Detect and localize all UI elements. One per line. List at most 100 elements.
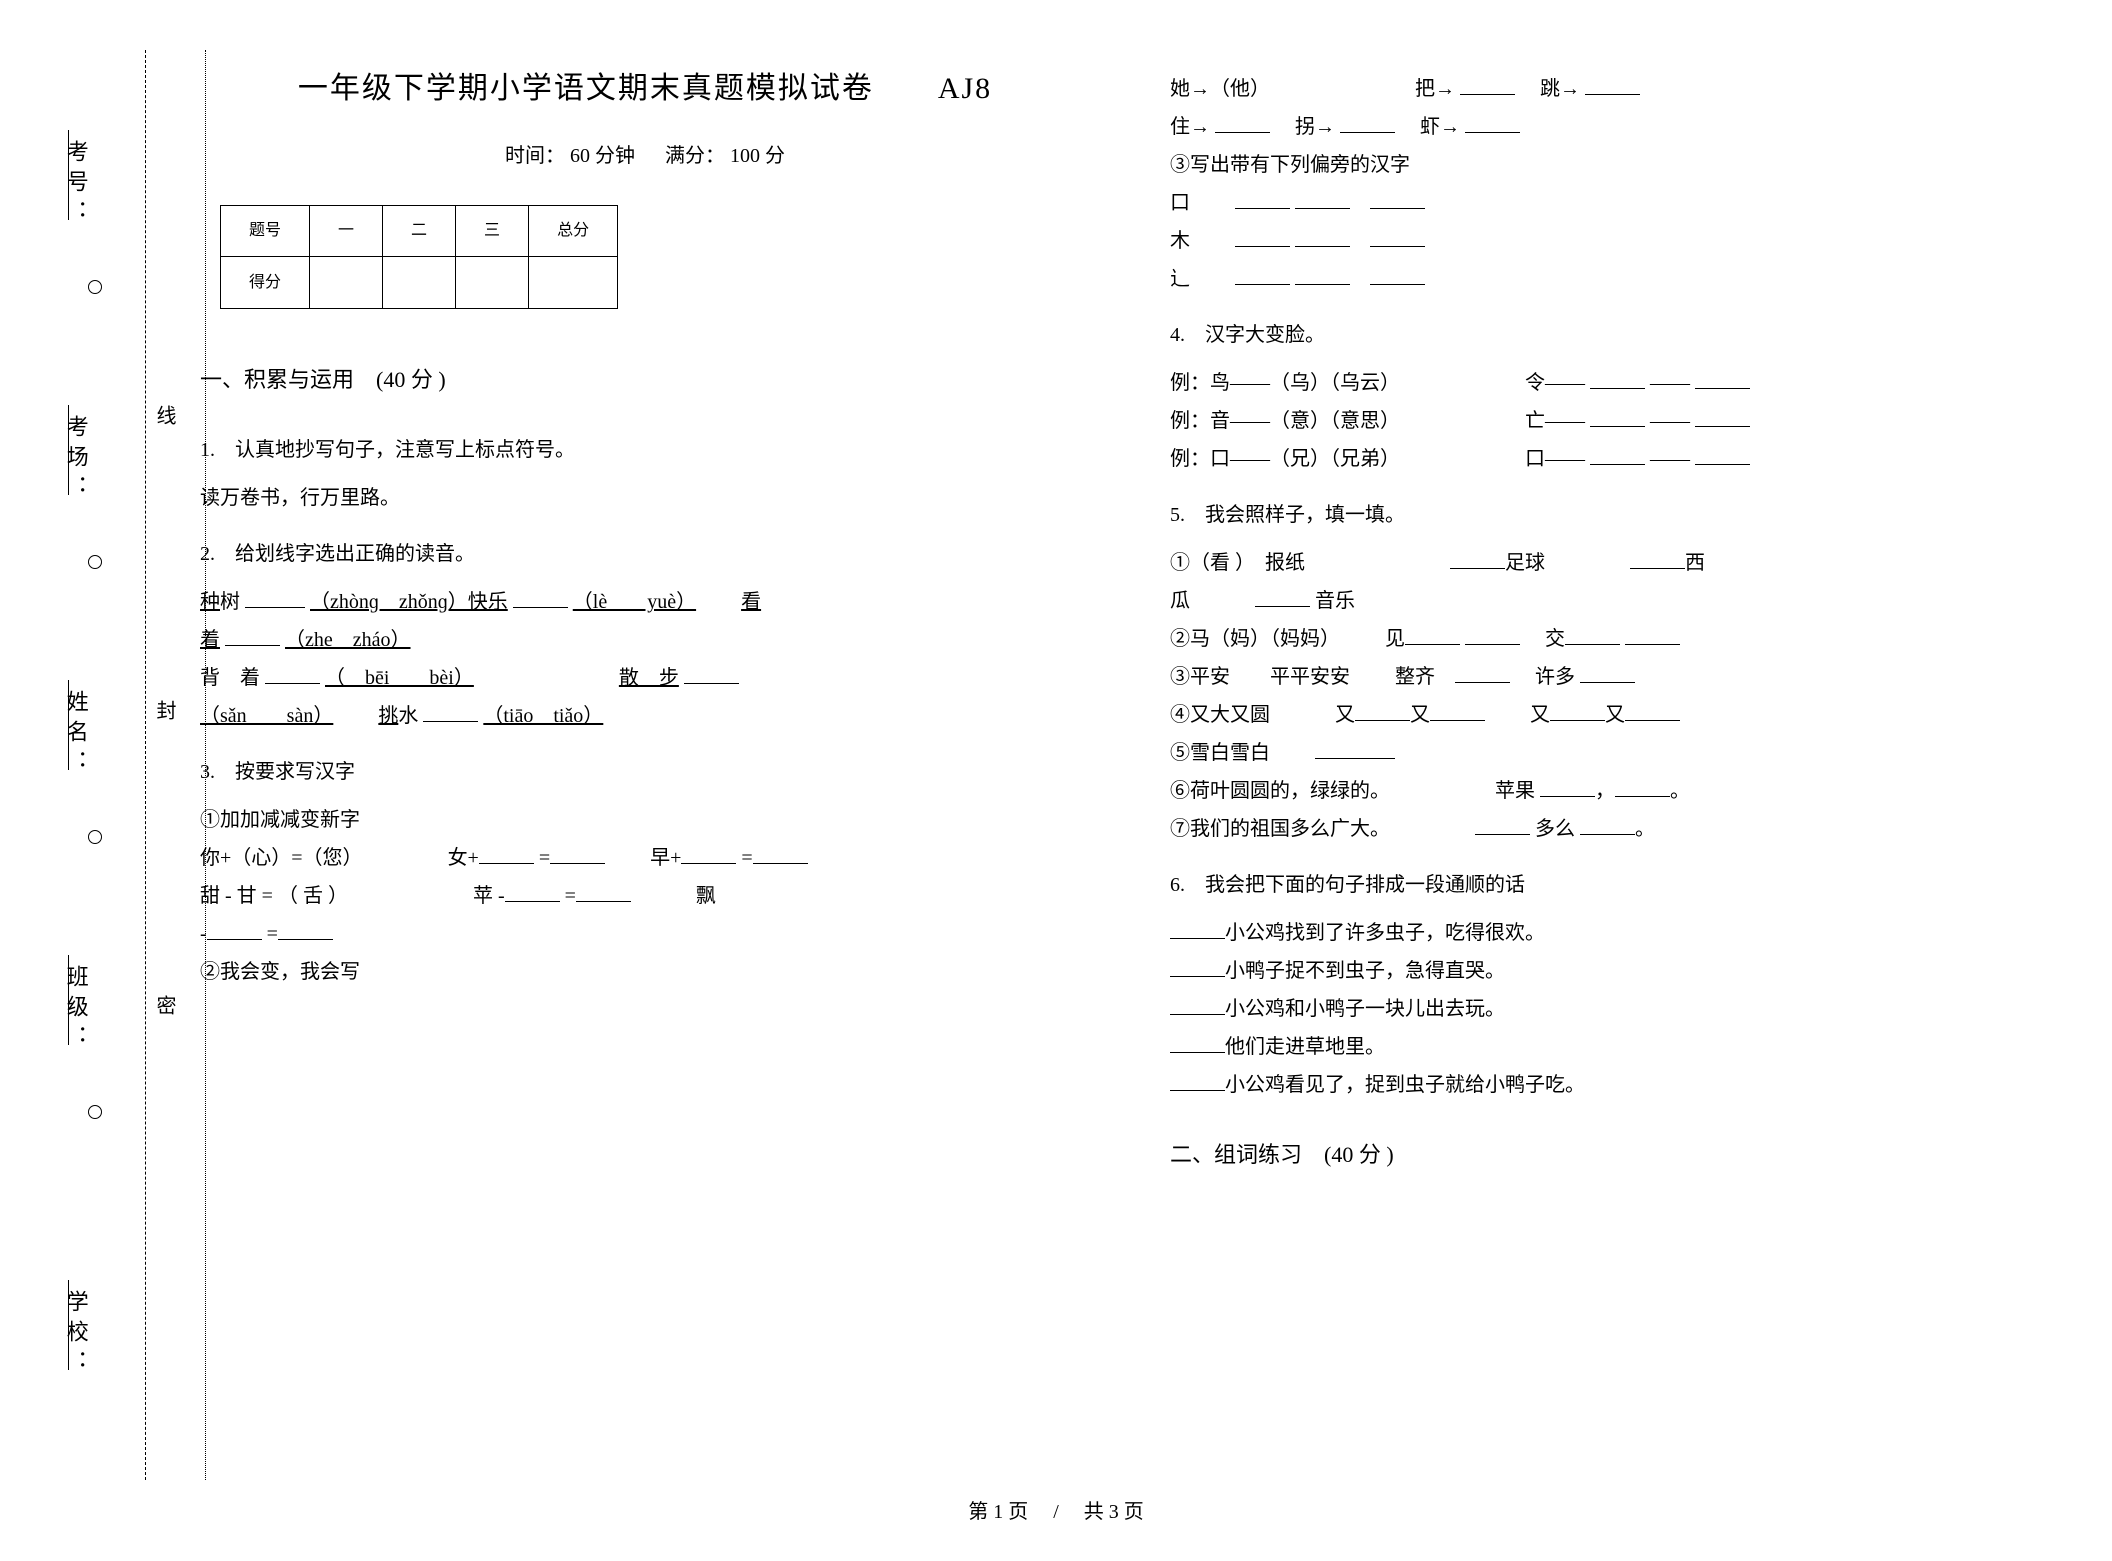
blank[interactable]	[245, 588, 305, 608]
t: 足球	[1505, 552, 1545, 574]
blank[interactable]	[505, 882, 560, 902]
blank[interactable]	[1695, 445, 1750, 465]
blank[interactable]	[1370, 265, 1425, 285]
blank[interactable]	[576, 882, 631, 902]
t: =	[741, 847, 752, 869]
t: 例：鸟——（乌）（乌云）	[1170, 372, 1400, 394]
t: =	[565, 885, 576, 907]
q3-body: ①加加减减变新字 你+（心）=（您） 女+ = 早+ = 甜 - 甘 = （ 舌…	[200, 801, 1090, 991]
time-label: 时间：	[505, 145, 565, 167]
t: 整齐	[1395, 666, 1435, 688]
q2-w5: 散 步	[619, 667, 679, 689]
question-6: 6. 我会把下面的句子排成一段通顺的话 小公鸡找到了许多虫子，吃得很欢。 小鸭子…	[1170, 866, 2040, 1104]
t: 住→	[1170, 116, 1210, 138]
blank[interactable]	[1430, 701, 1485, 721]
blank[interactable]	[753, 844, 808, 864]
blank[interactable]	[278, 920, 333, 940]
blank[interactable]	[1580, 663, 1635, 683]
blank[interactable]	[1295, 227, 1350, 247]
blank[interactable]	[1170, 957, 1225, 977]
t: 小公鸡和小鸭子一块儿出去玩。	[1225, 998, 1505, 1020]
blank[interactable]	[684, 664, 739, 684]
blank[interactable]	[681, 844, 736, 864]
question-4: 4. 汉字大变脸。 例：鸟——（乌）（乌云） 令—— —— 例：音——（意）（意…	[1170, 316, 2040, 478]
t: 小公鸡看见了，捉到虫子就给小鸭子吃。	[1225, 1074, 1585, 1096]
t: 苹果	[1495, 780, 1535, 802]
t: 例：口——（兄）（兄弟）	[1170, 448, 1400, 470]
t: 多么	[1535, 818, 1575, 840]
t: 拐→	[1295, 116, 1335, 138]
binding-label-1: 考场：	[55, 415, 97, 505]
td-2[interactable]	[383, 257, 456, 309]
t: 小公鸡找到了许多虫子，吃得很欢。	[1225, 922, 1545, 944]
td-total[interactable]	[529, 257, 618, 309]
blank[interactable]	[1295, 189, 1350, 209]
blank[interactable]	[1695, 407, 1750, 427]
blank[interactable]	[479, 844, 534, 864]
t: 。	[1670, 780, 1690, 802]
blank[interactable]	[1235, 265, 1290, 285]
blank[interactable]	[1370, 227, 1425, 247]
blank[interactable]	[1450, 549, 1505, 569]
q2-w4: 背 着	[200, 667, 260, 689]
blank[interactable]	[1465, 113, 1520, 133]
blank[interactable]	[1695, 369, 1750, 389]
table-head-row: 题号 一 二 三 总分	[221, 206, 618, 257]
blank[interactable]	[265, 664, 320, 684]
blank[interactable]	[1215, 113, 1270, 133]
blank[interactable]	[1550, 701, 1605, 721]
t: -	[200, 923, 207, 945]
binding-label-3: 班级：	[55, 965, 97, 1055]
blank[interactable]	[1590, 445, 1645, 465]
blank[interactable]	[1465, 625, 1520, 645]
page-content: 一年级下学期小学语文期末真题模拟试卷 AJ8 时间： 60 分钟 满分： 100…	[200, 60, 2060, 1480]
blank[interactable]	[1455, 663, 1510, 683]
blank[interactable]	[1590, 407, 1645, 427]
binding-char-0: 线	[145, 405, 183, 425]
td-1[interactable]	[310, 257, 383, 309]
blank[interactable]	[1460, 75, 1515, 95]
q5-body: ①（看 ） 报纸 足球 西 瓜 音乐 ②马（妈）（妈妈） 见 交 ③平安 平平安…	[1170, 544, 2040, 848]
t: 许多	[1535, 666, 1575, 688]
blank[interactable]	[1295, 265, 1350, 285]
blank[interactable]	[1615, 777, 1670, 797]
blank[interactable]	[1355, 701, 1410, 721]
q3-sub3: ③写出带有下列偏旁的汉字	[1170, 146, 2040, 184]
blank[interactable]	[1590, 369, 1645, 389]
blank[interactable]	[550, 844, 605, 864]
blank[interactable]	[1630, 549, 1685, 569]
blank[interactable]	[1235, 227, 1290, 247]
td-3[interactable]	[456, 257, 529, 309]
blank[interactable]	[1540, 777, 1595, 797]
blank[interactable]	[1475, 815, 1530, 835]
blank[interactable]	[1315, 739, 1395, 759]
blank[interactable]	[1170, 1033, 1225, 1053]
binding-label-0: 考号：	[55, 140, 97, 230]
binding-char-1: 封	[145, 700, 183, 720]
blank[interactable]	[1340, 113, 1395, 133]
blank[interactable]	[225, 626, 280, 646]
blank[interactable]	[1405, 625, 1460, 645]
blank[interactable]	[1255, 587, 1310, 607]
binding-circle-1	[88, 555, 102, 569]
blank[interactable]	[1625, 701, 1680, 721]
blank[interactable]	[1565, 625, 1620, 645]
blank[interactable]	[1625, 625, 1680, 645]
blank[interactable]	[513, 588, 568, 608]
column-right: 她→（他） 把→ 跳→ 住→ 拐→ 虾→ ③写出带有下列偏旁的汉字 口 木 辶 …	[1130, 60, 2060, 1480]
blank[interactable]	[1585, 75, 1640, 95]
blank[interactable]	[1370, 189, 1425, 209]
blank[interactable]	[1170, 995, 1225, 1015]
blank[interactable]	[207, 920, 262, 940]
q2-p6: （tiāo tiǎo）	[483, 705, 603, 727]
blank[interactable]	[1235, 189, 1290, 209]
blank[interactable]	[1580, 815, 1635, 835]
blank[interactable]	[423, 702, 478, 722]
t: ①（看 ） 报纸	[1170, 552, 1305, 574]
exam-subtitle: 时间： 60 分钟 满分： 100 分	[200, 137, 1090, 175]
t: ④又大又圆	[1170, 704, 1270, 726]
blank[interactable]	[1170, 919, 1225, 939]
fullmark-value: 100 分	[730, 145, 785, 167]
th-1: 一	[310, 206, 383, 257]
blank[interactable]	[1170, 1071, 1225, 1091]
